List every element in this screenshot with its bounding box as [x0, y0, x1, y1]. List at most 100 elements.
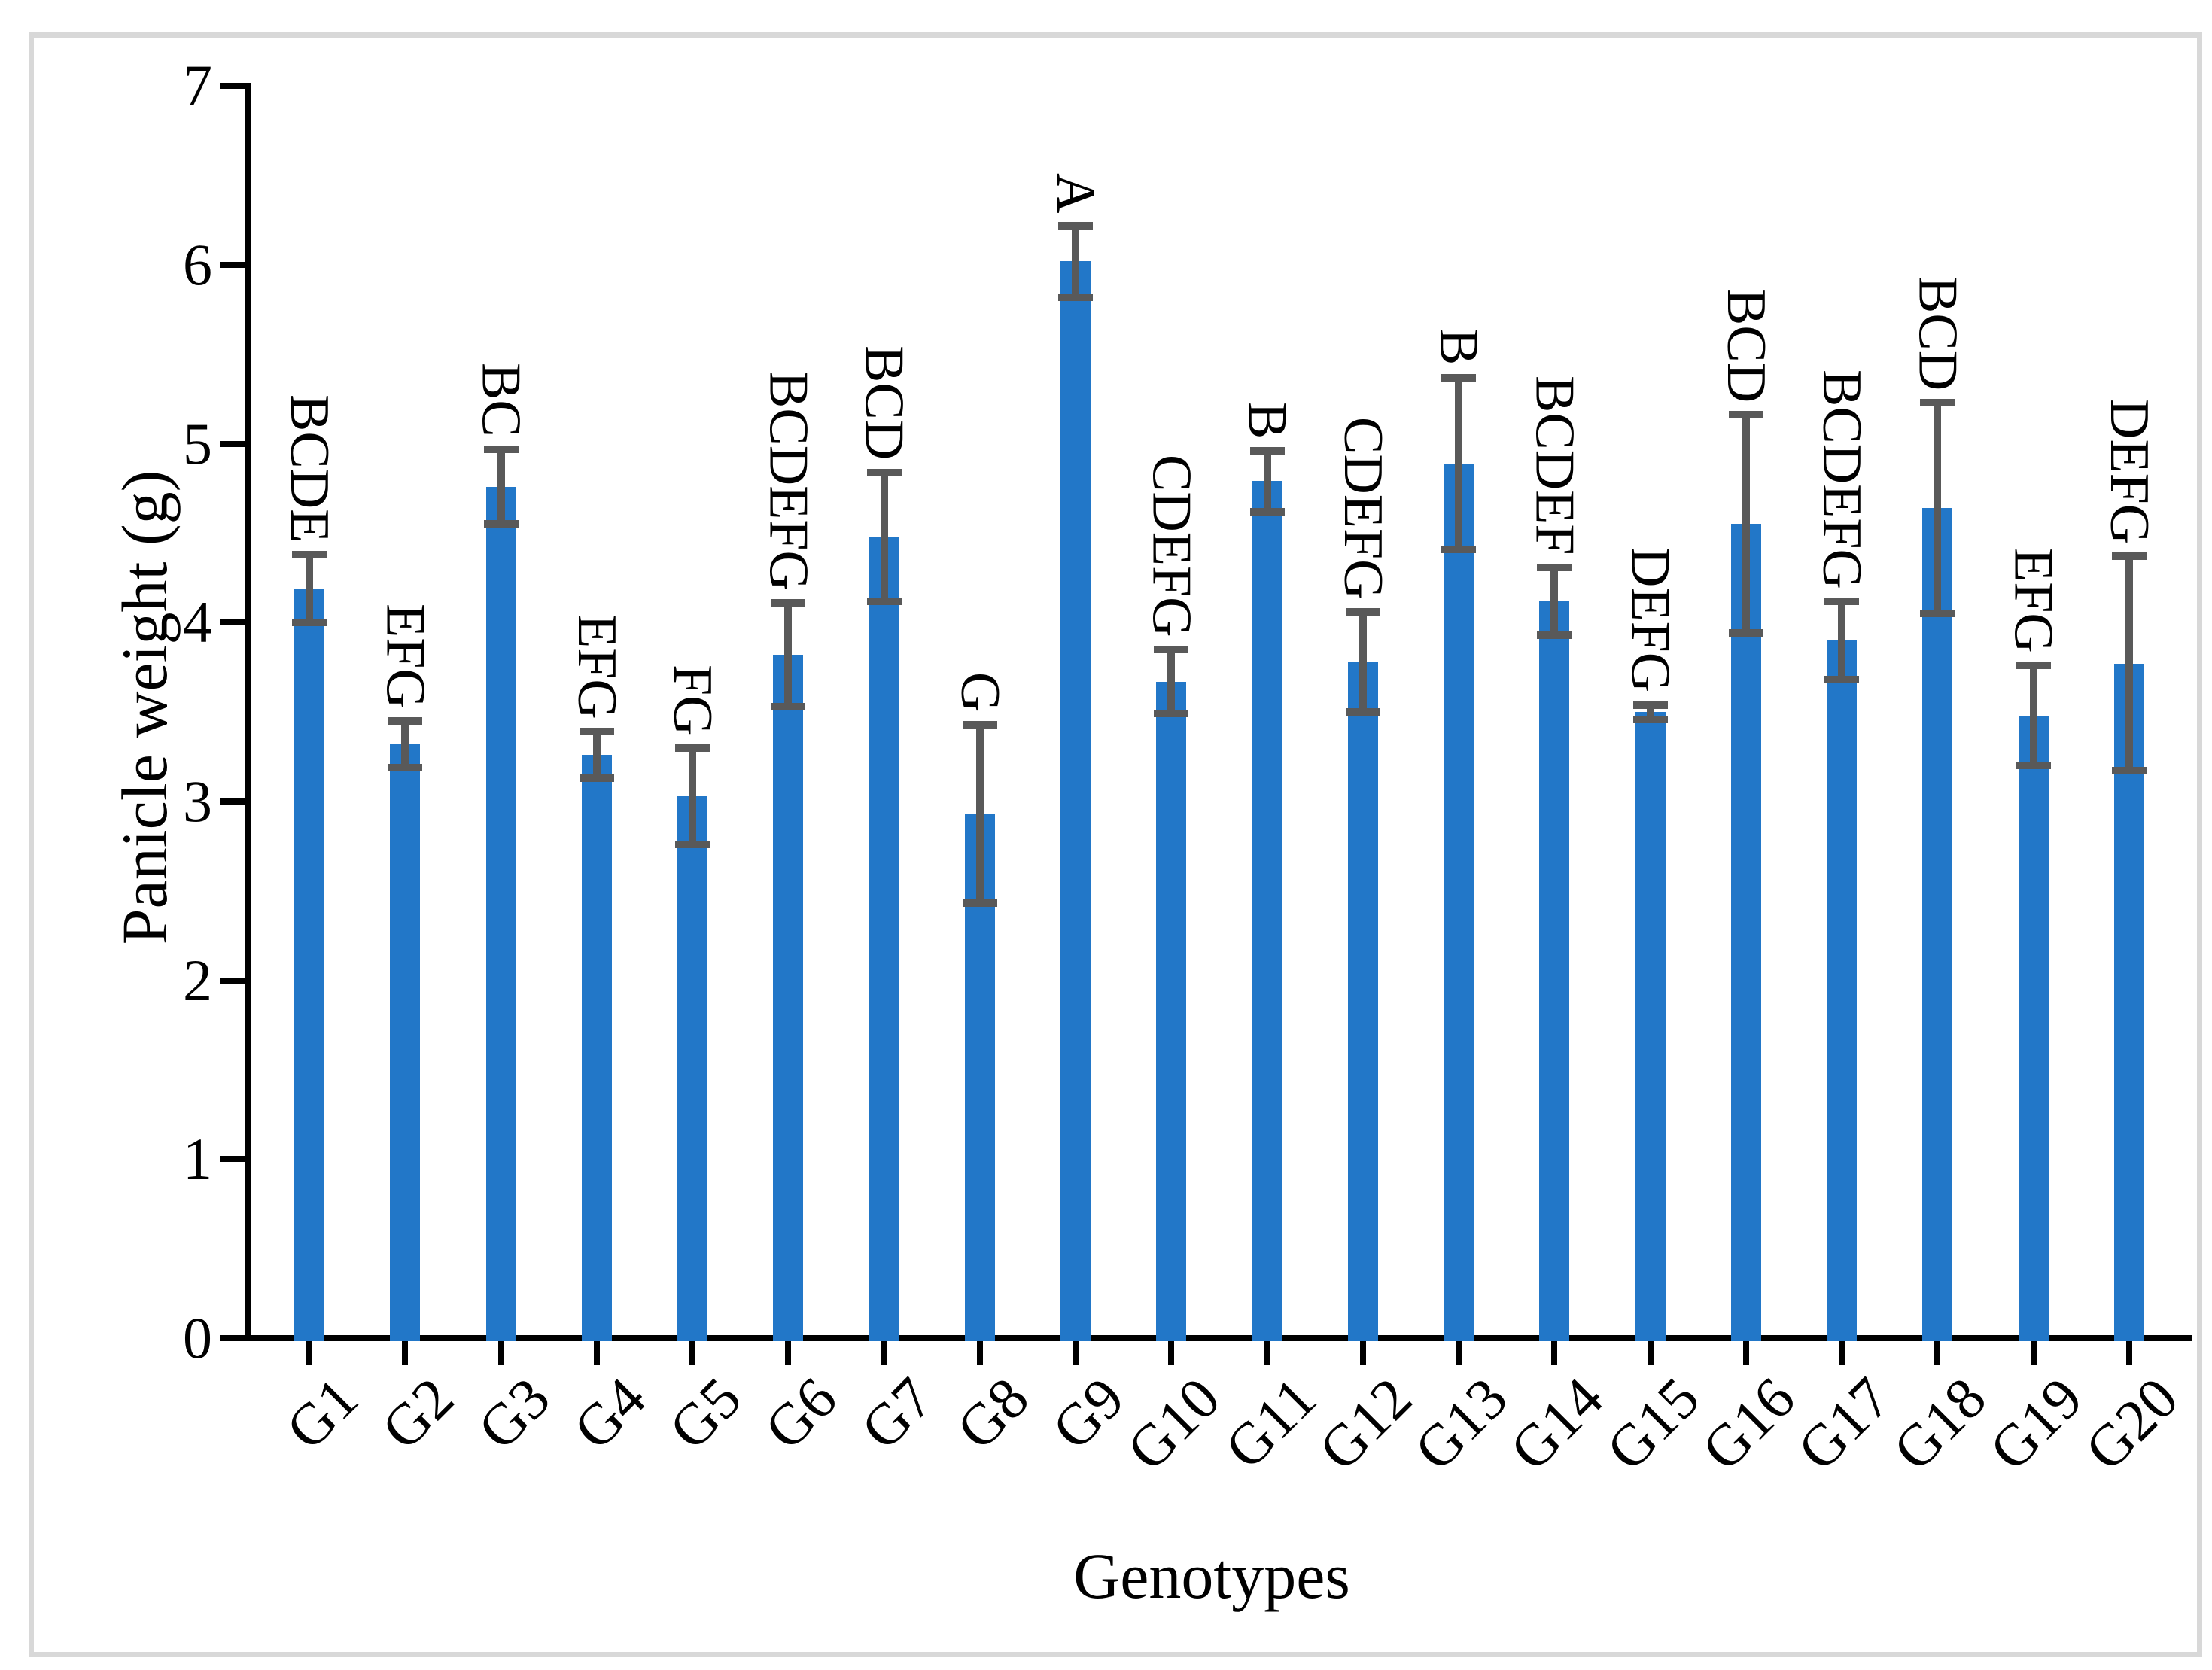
sig-letter-label: BCDEF: [1523, 376, 1586, 555]
x-tick: [1839, 1341, 1845, 1365]
x-tick: [2125, 1341, 2132, 1365]
bar-g12: [1347, 662, 1378, 1341]
sig-letter-label: DEFG: [2098, 399, 2160, 545]
x-tick: [1742, 1341, 1749, 1365]
error-bar-cap: [771, 702, 806, 710]
bar-g4: [581, 755, 612, 1341]
y-tick-label: 0: [183, 1305, 212, 1370]
error-bar-cap: [1824, 676, 1860, 684]
error-bar-line: [592, 732, 601, 778]
error-bar-cap: [1441, 545, 1477, 553]
error-bar-cap: [579, 728, 614, 736]
x-tick: [402, 1341, 409, 1365]
y-tick-label: 5: [183, 410, 212, 476]
error-bar-line: [2029, 665, 2037, 766]
error-bar-cap: [962, 720, 997, 729]
error-bar-cap: [1632, 701, 1668, 709]
x-tick: [689, 1341, 696, 1365]
error-bar-line: [880, 472, 888, 601]
bar-g19: [2018, 715, 2049, 1341]
y-tick-label: 7: [183, 53, 212, 119]
y-tick: [220, 1156, 248, 1163]
y-tick: [220, 977, 248, 984]
bar-g5: [677, 795, 708, 1341]
error-bar-line: [2125, 556, 2133, 771]
error-bar-line: [1359, 611, 1367, 713]
x-tick: [497, 1341, 504, 1365]
error-bar-cap: [1345, 607, 1380, 616]
sig-letter-label: EFG: [2002, 548, 2064, 654]
x-tick: [1168, 1341, 1175, 1365]
y-tick: [220, 619, 248, 626]
sig-letter-label: BCDEFG: [757, 371, 820, 592]
sig-letter-label: CDEFG: [1331, 417, 1394, 600]
sig-letter-label: BCD: [1906, 275, 1969, 391]
error-bar-cap: [1920, 610, 1955, 618]
bar-g16: [1730, 524, 1761, 1341]
y-axis-line: [245, 83, 251, 1341]
error-bar-cap: [2016, 762, 2051, 770]
error-bar-cap: [2016, 662, 2051, 670]
x-tick: [881, 1341, 887, 1365]
error-bar-line: [1072, 225, 1080, 297]
error-bar-cap: [1345, 708, 1380, 716]
error-bar-cap: [771, 599, 806, 607]
error-bar-cap: [1249, 447, 1285, 455]
error-bar-line: [1167, 649, 1176, 714]
x-tick: [785, 1341, 792, 1365]
bar-g11: [1252, 481, 1282, 1341]
error-bar-cap: [2111, 552, 2147, 561]
bar-g10: [1156, 681, 1187, 1341]
error-bar-cap: [1920, 398, 1955, 406]
error-bar-line: [306, 554, 313, 623]
sig-letter-label: A: [1045, 173, 1107, 214]
sig-letter-label: BCD: [1715, 288, 1777, 403]
x-tick: [1359, 1341, 1366, 1365]
error-bar-line: [784, 603, 793, 707]
error-bar-line: [497, 449, 505, 525]
error-bar-line: [1455, 377, 1463, 549]
error-bar-cap: [2111, 767, 2147, 775]
bar-g3: [485, 486, 516, 1341]
bar-g2: [390, 744, 421, 1341]
error-bar-line: [1550, 567, 1559, 635]
x-tick: [976, 1341, 983, 1365]
error-bar-cap: [675, 744, 710, 752]
x-tick: [1647, 1341, 1654, 1365]
error-bar-line: [1934, 402, 1942, 614]
error-bar-cap: [483, 520, 519, 528]
x-tick: [593, 1341, 600, 1365]
error-bar-cap: [1441, 373, 1477, 382]
bar-g1: [294, 589, 324, 1341]
bar-g18: [1922, 508, 1953, 1341]
error-bar-cap: [1537, 631, 1572, 639]
x-axis-line: [245, 1335, 2192, 1341]
error-bar-cap: [1249, 507, 1285, 516]
error-bar-cap: [675, 840, 710, 848]
error-bar-line: [689, 747, 697, 844]
error-bar-cap: [1728, 629, 1763, 637]
error-bar-cap: [1058, 293, 1094, 301]
y-tick: [220, 1335, 248, 1341]
x-tick: [2030, 1341, 2037, 1365]
sig-letter-label: BCD: [853, 345, 915, 461]
bar-g20: [2113, 663, 2144, 1341]
error-bar-cap: [292, 619, 327, 627]
bar-g15: [1635, 712, 1666, 1341]
y-tick-label: 6: [183, 231, 212, 297]
x-tick: [1264, 1341, 1270, 1365]
x-tick: [306, 1341, 312, 1365]
error-bar-cap: [483, 445, 519, 453]
sig-letter-label: BCDE: [278, 394, 340, 543]
figure-border-frame: [29, 32, 2202, 1657]
sig-letter-label: DEFG: [1619, 547, 1681, 693]
error-bar-cap: [962, 899, 997, 908]
error-bar-cap: [1058, 221, 1094, 230]
error-bar-line: [1742, 415, 1750, 634]
error-bar-line: [1646, 704, 1654, 719]
y-tick-label: 1: [183, 1126, 212, 1192]
error-bar-cap: [866, 468, 902, 476]
sig-letter-label: CDEFG: [1140, 455, 1203, 637]
sig-letter-label: B: [1236, 401, 1298, 440]
